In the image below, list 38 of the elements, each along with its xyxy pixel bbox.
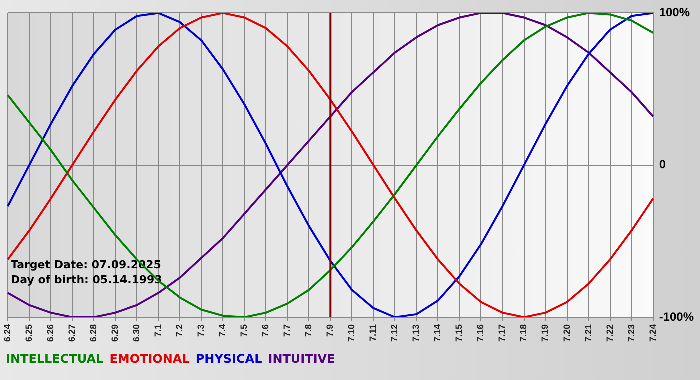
x-tick-label: 7.19 <box>540 324 550 342</box>
x-tick-label: 6.28 <box>88 324 99 342</box>
x-tick-label: 7.11 <box>368 324 378 342</box>
text: INTUITIVE <box>268 352 336 366</box>
y-tick-label: 100% <box>659 6 690 20</box>
x-tick-label: 6.29 <box>110 324 120 342</box>
x-tick-label: 7.6 <box>260 324 271 337</box>
x-tick-label: 7.16 <box>476 324 486 342</box>
text: PHYSICAL <box>196 352 262 366</box>
x-tick-label: 7.10 <box>346 324 357 342</box>
x-tick-label: 6.30 <box>132 324 142 342</box>
x-tick-label: 7.23 <box>626 324 636 342</box>
x-tick-label: 7.18 <box>518 324 529 342</box>
y-tick-label: -100% <box>659 310 694 324</box>
x-tick-label: 6.24 <box>2 324 12 342</box>
x-tick-label: 7.7 <box>282 324 292 337</box>
x-tick-label: 7.3 <box>196 324 206 337</box>
x-tick-label: 6.27 <box>67 324 78 342</box>
x-tick-label: 7.21 <box>583 324 594 342</box>
x-tick-label: 7.2 <box>174 324 185 337</box>
x-tick-label: 7.12 <box>390 324 400 342</box>
x-tick-label: 6.26 <box>46 324 56 342</box>
text: INTELLECTUAL <box>6 352 104 366</box>
x-tick-label: 7.22 <box>604 324 615 342</box>
x-tick-label: 7.24 <box>648 324 658 342</box>
x-tick-label: 7.8 <box>304 324 314 337</box>
x-tick-label: 7.13 <box>411 324 422 342</box>
x-tick-label: 7.17 <box>497 324 508 342</box>
x-tick-label: 7.20 <box>562 324 572 342</box>
y-tick-label: 0 <box>659 158 666 172</box>
text: EMOTIONAL <box>110 352 190 366</box>
x-tick-label: 7.14 <box>432 324 443 342</box>
x-tick-label: 7.15 <box>454 324 464 342</box>
x-tick-label: 7.9 <box>325 324 336 337</box>
x-tick-label: 7.1 <box>153 324 164 337</box>
x-tick-label: 6.25 <box>24 324 34 342</box>
x-tick-label: 7.5 <box>239 324 250 337</box>
x-tick-label: 7.4 <box>218 324 228 337</box>
